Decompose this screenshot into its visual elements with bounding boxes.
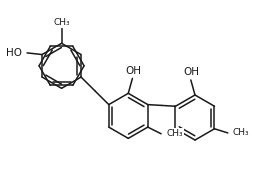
Text: OH: OH	[184, 68, 200, 78]
Text: HO: HO	[6, 48, 22, 58]
Text: CH₃: CH₃	[53, 18, 70, 27]
Text: CH₃: CH₃	[233, 128, 249, 137]
Text: OH: OH	[125, 66, 141, 76]
Text: CH₃: CH₃	[166, 129, 183, 138]
